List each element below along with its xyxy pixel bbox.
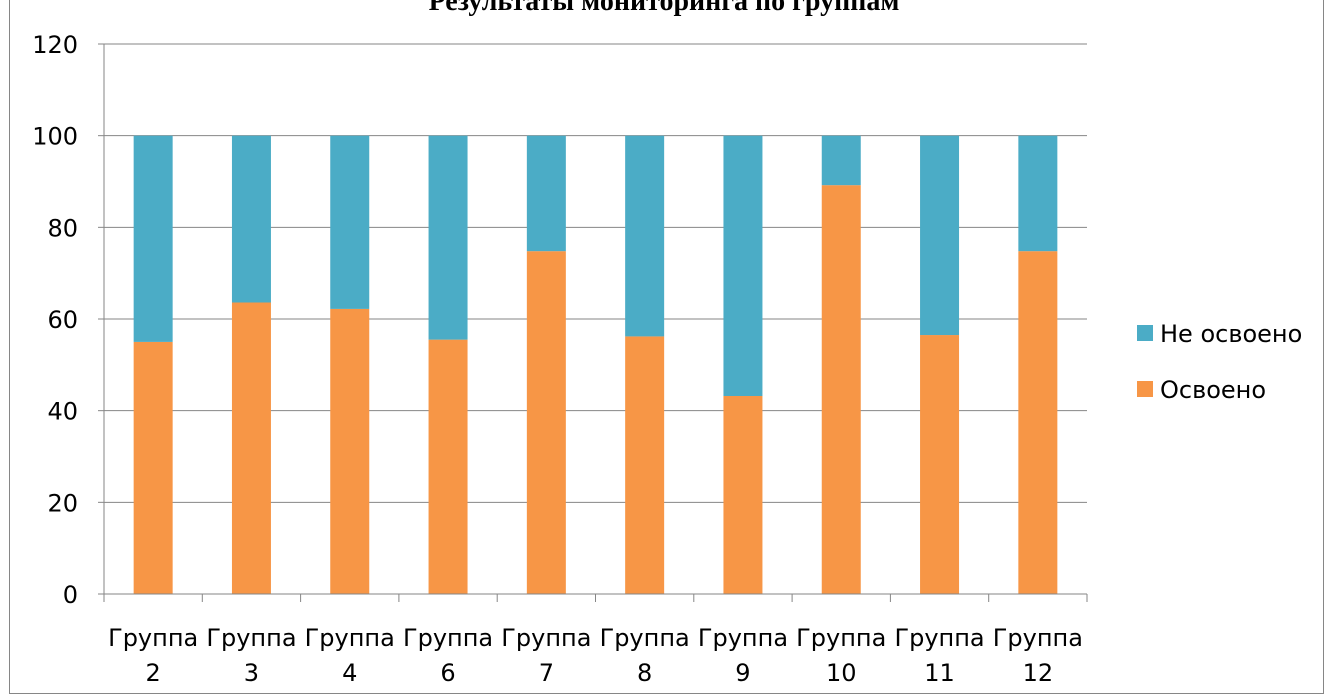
bar-osvoeno xyxy=(526,251,566,594)
x-tick-label: Группа 12 xyxy=(993,624,1083,687)
y-tick-label: 60 xyxy=(47,306,78,334)
bar-ne-osvoeno xyxy=(1018,135,1058,252)
legend-swatch xyxy=(1137,325,1153,341)
y-tick-label: 120 xyxy=(32,31,78,59)
y-tick-label: 80 xyxy=(47,214,78,242)
y-tick-label: 40 xyxy=(47,398,78,426)
x-tick-label: Группа 11 xyxy=(894,624,984,687)
bar-ne-osvoeno xyxy=(231,135,271,303)
bar-ne-osvoeno xyxy=(821,135,861,186)
legend-label: Не освоено xyxy=(1160,320,1302,348)
bar-ne-osvoeno xyxy=(723,135,763,396)
bar-osvoeno xyxy=(231,302,271,594)
x-tick-label: Группа 10 xyxy=(796,624,886,687)
bar-ne-osvoeno xyxy=(133,135,173,342)
bar-ne-osvoeno xyxy=(526,135,566,252)
legend-label: Освоено xyxy=(1160,376,1266,404)
y-tick-label: 20 xyxy=(47,489,78,517)
chart-frame xyxy=(9,0,1324,694)
x-tick-label: Группа 6 xyxy=(403,624,493,687)
bars xyxy=(133,135,1058,594)
legend: Не освоено Освоено xyxy=(1137,320,1302,404)
x-tick-label: Группа 7 xyxy=(501,624,591,687)
bar-osvoeno xyxy=(133,341,173,594)
bar-osvoeno xyxy=(428,339,468,594)
bar-osvoeno xyxy=(330,308,370,594)
chart-title: Результаты мониторинга по группам xyxy=(428,0,900,17)
bar-osvoeno xyxy=(625,336,665,594)
y-tick-label: 100 xyxy=(32,123,78,151)
x-tick-label: Группа 4 xyxy=(305,624,395,687)
legend-swatch xyxy=(1137,381,1153,397)
x-tick-label: Группа 2 xyxy=(108,624,198,687)
bar-osvoeno xyxy=(723,396,763,594)
bar-ne-osvoeno xyxy=(330,135,370,309)
bar-osvoeno xyxy=(920,335,960,594)
bar-ne-osvoeno xyxy=(625,135,665,337)
bar-ne-osvoeno xyxy=(428,135,468,340)
x-tick-label: Группа 8 xyxy=(600,624,690,687)
y-tick-label: 0 xyxy=(63,581,78,609)
bar-osvoeno xyxy=(821,185,861,594)
bar-ne-osvoeno xyxy=(920,135,960,336)
bar-osvoeno xyxy=(1018,251,1058,594)
x-tick-label: Группа 9 xyxy=(698,624,788,687)
x-tick-label: Группа 3 xyxy=(206,624,296,687)
